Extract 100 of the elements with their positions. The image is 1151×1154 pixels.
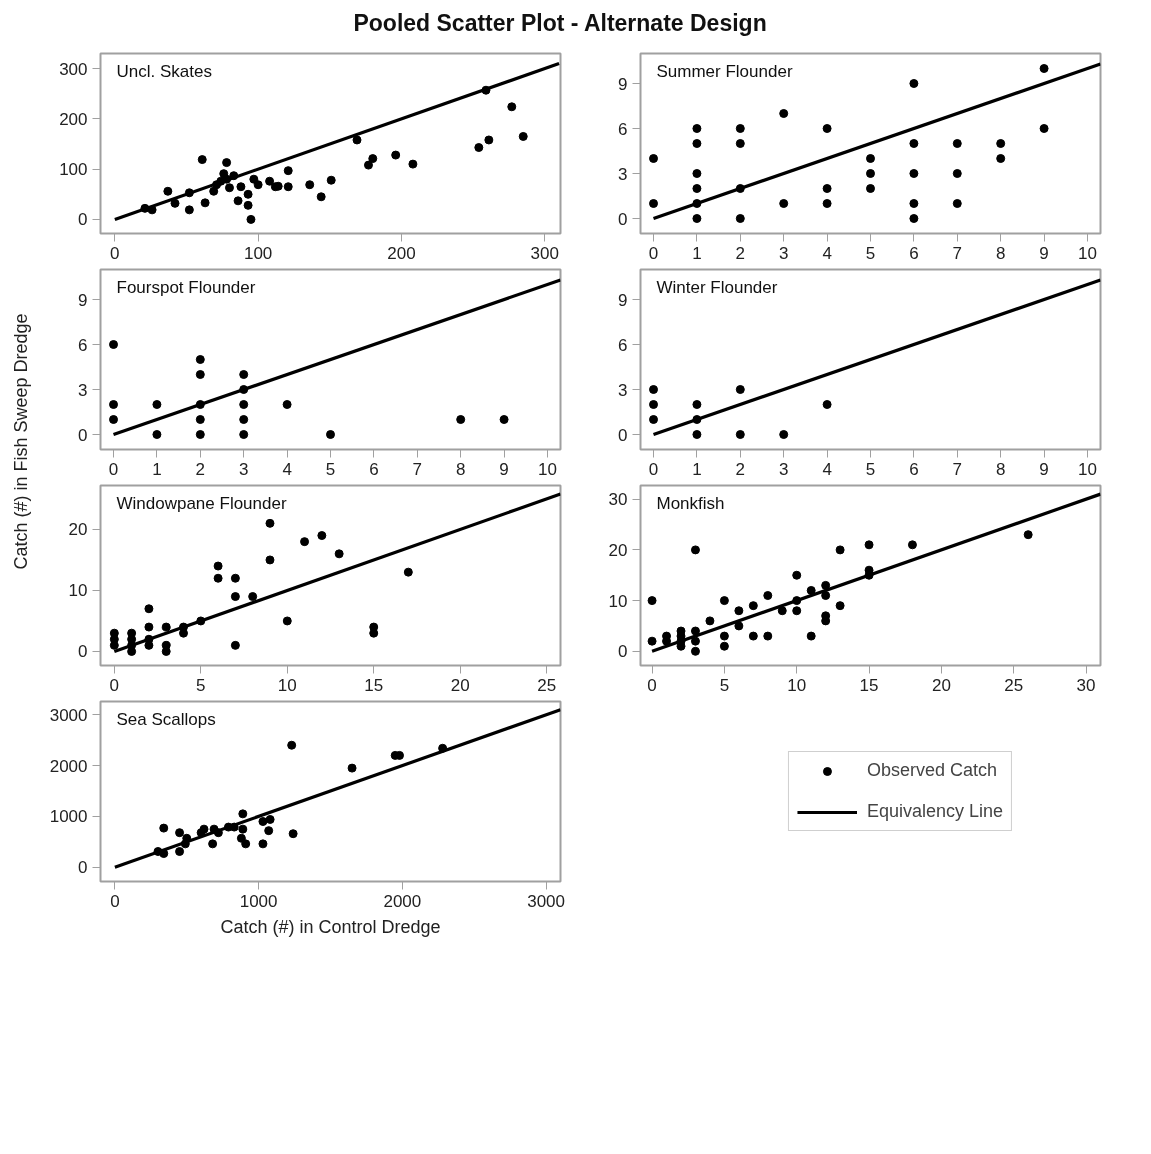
point (195, 415, 205, 424)
x-tick-label: 5 (865, 243, 876, 263)
point (909, 214, 919, 223)
point (692, 139, 702, 148)
x-tick-label: 5 (865, 459, 876, 479)
point (241, 839, 251, 849)
point (239, 370, 249, 379)
point (283, 182, 293, 192)
x-tick-label: 3 (238, 459, 249, 479)
y-tick-label: 20 (68, 520, 88, 540)
x-tick-label: 10 (538, 459, 557, 479)
point (208, 839, 218, 849)
text: Summer Flounder (656, 61, 793, 81)
point (907, 540, 917, 550)
point (230, 640, 240, 650)
x-tick-label: 1 (692, 243, 702, 263)
x-tick-label: 0 (110, 891, 120, 911)
text: Windowpane Flounder (116, 493, 287, 513)
point (777, 606, 787, 616)
point (649, 400, 659, 409)
x-tick-label: 15 (364, 675, 384, 695)
x-tick-label: 1 (692, 459, 702, 479)
x-tick-label: 2 (735, 459, 746, 479)
x-tick-label: 300 (530, 243, 559, 263)
point (213, 573, 223, 583)
point (326, 430, 335, 439)
y-tick-label: 100 (59, 160, 88, 180)
point (236, 833, 246, 843)
point (109, 415, 119, 424)
point (161, 622, 171, 632)
x-tick-label: 0 (110, 243, 120, 263)
x-tick-label: 5 (196, 675, 206, 695)
x-tick-label: 20 (450, 675, 470, 695)
point (1039, 64, 1049, 73)
point (735, 124, 745, 133)
point (300, 537, 310, 547)
point (305, 180, 315, 190)
point (719, 641, 729, 651)
point (238, 824, 248, 834)
point (1023, 530, 1033, 540)
point (246, 214, 256, 224)
point (159, 823, 169, 833)
point (748, 631, 758, 641)
y-tick-label: 1000 (49, 807, 88, 827)
x-tick-label: 2000 (383, 891, 422, 911)
point (253, 180, 263, 190)
y-tick-label: 10 (608, 591, 628, 611)
point (283, 166, 293, 176)
y-tick-label: 0 (618, 642, 628, 662)
y-tick-label: 0 (78, 858, 88, 878)
point (175, 847, 185, 856)
x-tick-label: 9 (499, 459, 509, 479)
point (264, 826, 274, 836)
y-tick-label: 3 (78, 380, 88, 400)
point (265, 555, 275, 565)
point (779, 430, 789, 439)
point (403, 567, 413, 577)
point (866, 184, 875, 193)
point (258, 817, 268, 826)
point (363, 160, 373, 170)
point (175, 828, 185, 838)
x-tick-label: 1000 (239, 891, 278, 911)
y-tick-label: 0 (78, 210, 88, 230)
point (835, 545, 845, 555)
point (822, 184, 832, 193)
x-tick-label: 0 (647, 675, 657, 695)
point (690, 636, 700, 646)
x-tick-label: 9 (1039, 243, 1049, 263)
point (184, 205, 194, 215)
point (507, 102, 517, 112)
x-tick-label: 3 (778, 459, 789, 479)
text: Fourspot Flounder (116, 277, 256, 297)
point (952, 139, 962, 148)
x-tick-label: 2 (195, 459, 206, 479)
y-tick-label: 0 (618, 209, 628, 229)
point (197, 155, 207, 165)
x-tick-label: 10 (1078, 459, 1097, 479)
point (647, 636, 657, 646)
point (316, 192, 326, 202)
x-tick-label: 9 (1039, 459, 1049, 479)
point (779, 109, 789, 118)
point (236, 182, 246, 192)
point (334, 549, 344, 559)
x-tick-label: 4 (822, 459, 832, 479)
y-tick-label: 6 (78, 335, 88, 355)
point (996, 139, 1006, 148)
point (484, 135, 494, 145)
point (864, 540, 874, 550)
x-tick-label: 4 (282, 459, 292, 479)
y-axis-title: Catch (#) in Fish Sweep Dredge (10, 313, 31, 570)
point (144, 622, 154, 632)
point (822, 199, 832, 208)
point (705, 616, 715, 626)
x-tick-label: 6 (909, 459, 919, 479)
x-tick-label: 0 (648, 243, 659, 263)
y-tick-label: 3 (618, 380, 628, 400)
point (649, 154, 659, 163)
point (265, 518, 275, 528)
point (647, 596, 657, 606)
point (347, 763, 357, 773)
